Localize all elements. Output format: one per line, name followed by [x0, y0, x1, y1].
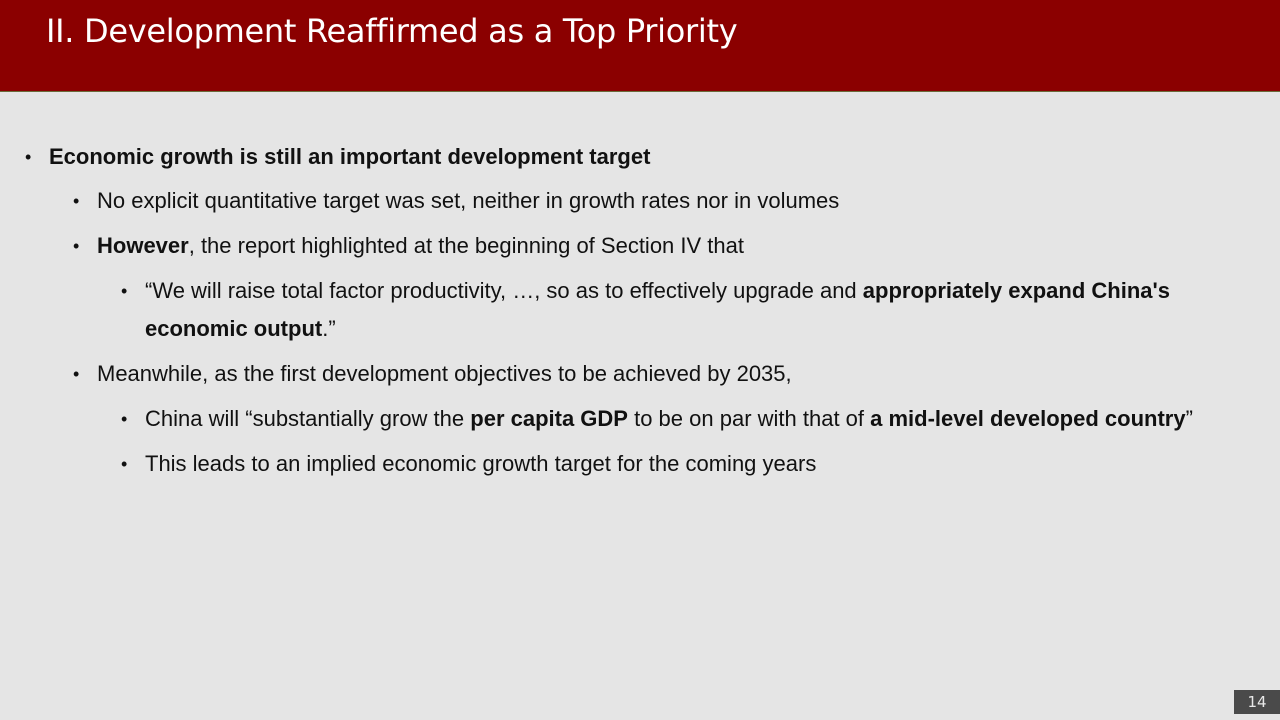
- bullet-text: to be on par with that of: [627, 406, 871, 431]
- bullet-item: No explicit quantitative target was set,…: [0, 182, 1217, 220]
- bullet-item: China will “substantially grow the per c…: [0, 400, 1205, 438]
- bullet-text-bold: appropriately expand China's economic ou…: [145, 278, 1170, 341]
- bullet-item: However, the report highlighted at the b…: [0, 227, 1217, 265]
- bullet-text-bold: a mid-level developed country: [870, 406, 1186, 431]
- bullet-text: Meanwhile, as the first development obje…: [97, 361, 792, 386]
- bullet-text-bold: Economic growth is still an important de…: [49, 144, 651, 169]
- bullet-text: China will “substantially grow the: [145, 406, 471, 431]
- bullet-text: ”: [1185, 406, 1193, 431]
- bullet-text: “We will raise total factor productivity…: [145, 278, 863, 303]
- bullet-item: “We will raise total factor productivity…: [0, 272, 1205, 348]
- bullet-item: This leads to an implied economic growth…: [0, 445, 1205, 483]
- bullet-item: Economic growth is still an important de…: [0, 138, 1229, 176]
- bullet-text: , the report highlighted at the beginnin…: [188, 233, 744, 258]
- bullet-list: Economic growth is still an important de…: [0, 138, 1280, 490]
- page-number: 14: [1234, 690, 1280, 714]
- bullet-item: Meanwhile, as the first development obje…: [0, 355, 1217, 393]
- bullet-text: This leads to an implied economic growth…: [145, 451, 817, 476]
- bullet-text: No explicit quantitative target was set,…: [97, 188, 840, 213]
- bullet-text-bold: per capita GDP: [470, 406, 628, 431]
- title-bar: II. Development Reaffirmed as a Top Prio…: [0, 0, 1280, 92]
- slide-title: II. Development Reaffirmed as a Top Prio…: [46, 12, 738, 50]
- bullet-text: .”: [322, 316, 336, 341]
- bullet-text-bold: However: [97, 233, 189, 258]
